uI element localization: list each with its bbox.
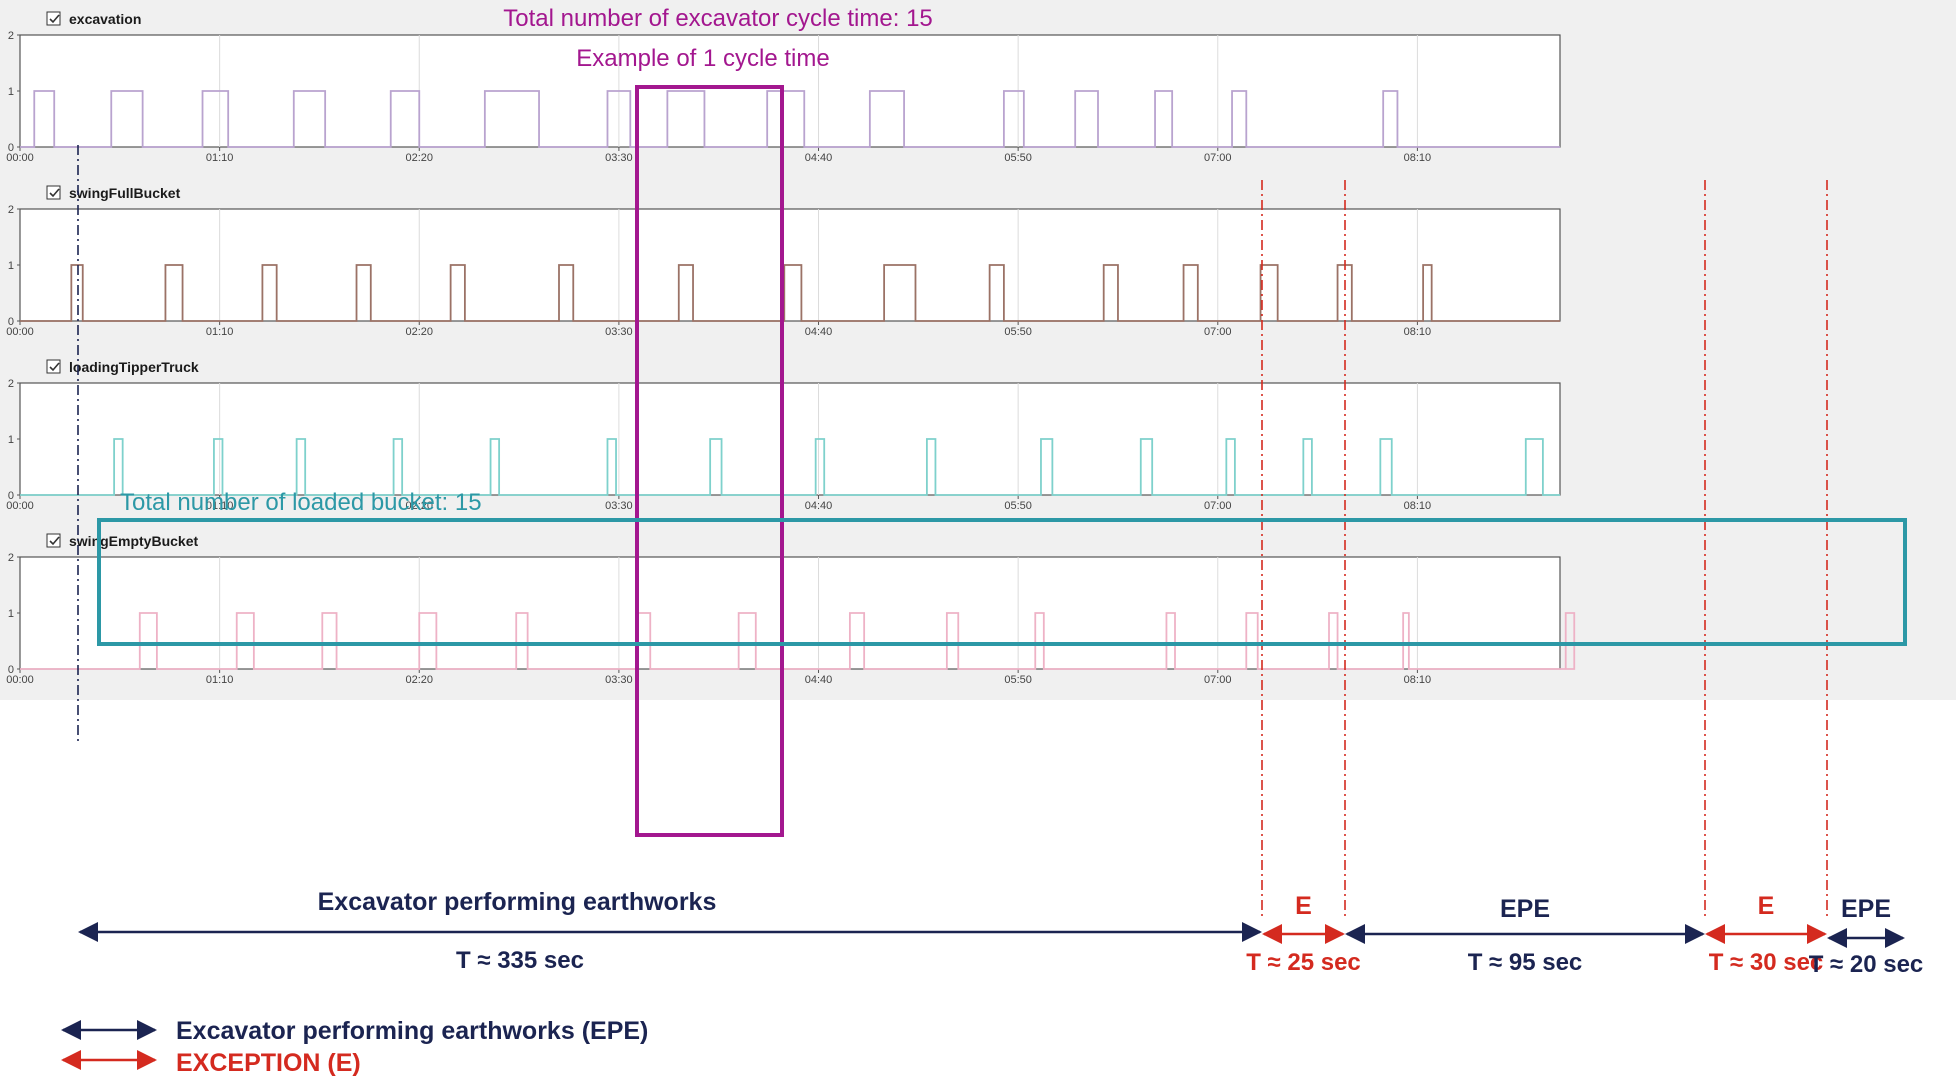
legend-exception-label: EXCEPTION (E) bbox=[176, 1049, 361, 1077]
x-tick-label: 02:20 bbox=[405, 152, 433, 164]
series-name: excavation bbox=[69, 11, 141, 27]
checkbox-checked-icon bbox=[46, 11, 61, 26]
checkbox-checked-icon bbox=[46, 359, 61, 374]
checkbox-check bbox=[49, 188, 60, 198]
legend-epe-label: Excavator performing earthworks (EPE) bbox=[176, 1017, 648, 1045]
plot-area-swingEmptyBucket bbox=[19, 556, 1561, 670]
y-tick-label: 2 bbox=[8, 30, 14, 42]
checkbox-box bbox=[46, 11, 61, 26]
x-tick-label: 01:10 bbox=[206, 152, 234, 164]
y-tick-label: 1 bbox=[8, 434, 14, 446]
checkbox-box bbox=[46, 533, 61, 548]
x-tick-label: 08:10 bbox=[1404, 674, 1432, 686]
series-name: swingEmptyBucket bbox=[69, 533, 198, 549]
segment-duration: T ≈ 25 sec bbox=[1246, 949, 1361, 976]
segment-label: E bbox=[1295, 892, 1312, 920]
x-tick-label: 03:30 bbox=[605, 326, 633, 338]
x-tick-label: 08:10 bbox=[1404, 152, 1432, 164]
x-tick-label: 07:00 bbox=[1204, 500, 1232, 512]
segment-label: Excavator performing earthworks bbox=[318, 888, 717, 916]
y-tick-label: 2 bbox=[8, 552, 14, 564]
segment-duration: T ≈ 95 sec bbox=[1468, 949, 1583, 976]
checkbox-box bbox=[46, 359, 61, 374]
series-line-swingFullBucket bbox=[20, 264, 1560, 322]
x-tick-label: 05:50 bbox=[1004, 674, 1032, 686]
example-cycle-annotation: Example of 1 cycle time bbox=[576, 45, 829, 72]
y-tick-label: 0 bbox=[8, 142, 14, 154]
checkbox-checked-icon bbox=[46, 533, 61, 548]
series-name: swingFullBucket bbox=[69, 185, 181, 201]
segment-duration: T ≈ 20 sec bbox=[1809, 951, 1924, 978]
segment-label: EPE bbox=[1500, 895, 1550, 923]
segment-duration: T ≈ 30 sec bbox=[1709, 949, 1824, 976]
x-tick-label: 05:50 bbox=[1004, 152, 1032, 164]
series-name: loadingTipperTruck bbox=[69, 359, 199, 375]
example-cycle-box bbox=[635, 85, 784, 837]
y-tick-label: 0 bbox=[8, 490, 14, 502]
x-tick-label: 07:00 bbox=[1204, 326, 1232, 338]
x-tick-label: 04:40 bbox=[805, 152, 833, 164]
total-buckets-annotation: Total number of loaded bucket: 15 bbox=[120, 489, 482, 516]
plot-area-loadingTipperTruck bbox=[19, 382, 1561, 496]
x-tick-label: 04:40 bbox=[805, 674, 833, 686]
checkbox-check bbox=[49, 14, 60, 24]
x-tick-label: 00:00 bbox=[6, 326, 34, 338]
y-tick-label: 1 bbox=[8, 260, 14, 272]
x-tick-label: 07:00 bbox=[1204, 152, 1232, 164]
y-tick-label: 2 bbox=[8, 378, 14, 390]
x-tick-label: 03:30 bbox=[605, 500, 633, 512]
x-tick-label: 04:40 bbox=[805, 500, 833, 512]
x-tick-label: 03:30 bbox=[605, 152, 633, 164]
x-tick-label: 01:10 bbox=[206, 326, 234, 338]
x-tick-label: 03:30 bbox=[605, 674, 633, 686]
x-tick-label: 00:00 bbox=[6, 152, 34, 164]
checkbox-check bbox=[49, 536, 60, 546]
x-tick-label: 01:10 bbox=[206, 500, 234, 512]
y-tick-label: 0 bbox=[8, 664, 14, 676]
x-tick-label: 07:00 bbox=[1204, 674, 1232, 686]
y-tick-label: 0 bbox=[8, 316, 14, 328]
x-tick-label: 04:40 bbox=[805, 326, 833, 338]
checkbox-box bbox=[46, 185, 61, 200]
x-tick-label: 02:20 bbox=[405, 326, 433, 338]
x-tick-label: 08:10 bbox=[1404, 326, 1432, 338]
x-tick-label: 02:20 bbox=[405, 674, 433, 686]
x-tick-label: 05:50 bbox=[1004, 326, 1032, 338]
y-tick-label: 1 bbox=[8, 86, 14, 98]
series-line-loadingTipperTruck bbox=[20, 438, 1560, 496]
x-tick-label: 00:00 bbox=[6, 674, 34, 686]
series-line-swingEmptyBucket bbox=[20, 612, 1576, 670]
segment-label: EPE bbox=[1841, 895, 1891, 923]
x-tick-label: 01:10 bbox=[206, 674, 234, 686]
y-tick-label: 1 bbox=[8, 608, 14, 620]
segment-label: E bbox=[1758, 892, 1775, 920]
checkbox-check bbox=[49, 362, 60, 372]
total-cycles-annotation: Total number of excavator cycle time: 15 bbox=[503, 5, 933, 32]
series-line-excavation bbox=[20, 90, 1560, 148]
y-tick-label: 2 bbox=[8, 204, 14, 216]
x-tick-label: 08:10 bbox=[1404, 500, 1432, 512]
x-tick-label: 05:50 bbox=[1004, 500, 1032, 512]
segment-duration: T ≈ 335 sec bbox=[456, 947, 584, 974]
checkbox-checked-icon bbox=[46, 185, 61, 200]
loaded-bucket-box bbox=[97, 518, 1907, 646]
x-tick-label: 02:20 bbox=[405, 500, 433, 512]
x-tick-label: 00:00 bbox=[6, 500, 34, 512]
